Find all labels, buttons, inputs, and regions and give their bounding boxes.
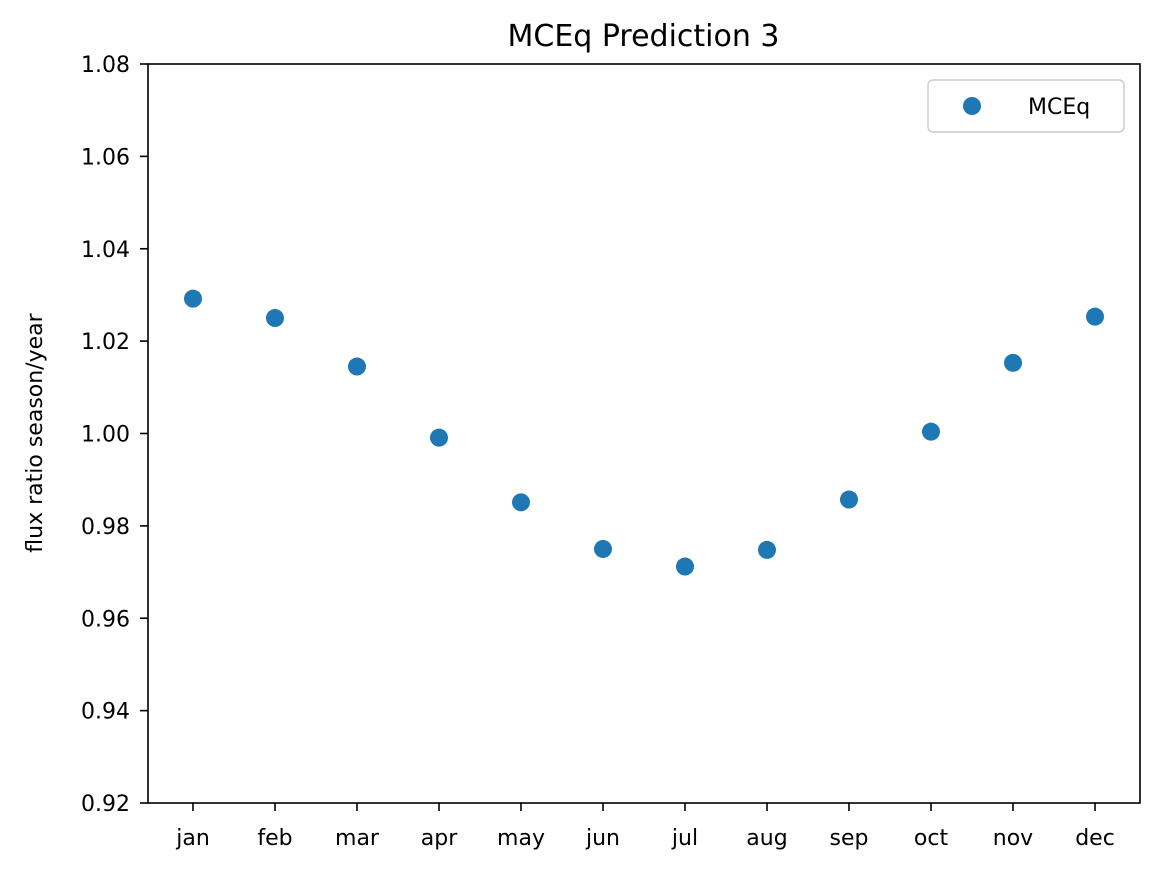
x-tick-label: may	[497, 826, 545, 851]
data-point	[758, 540, 776, 559]
y-tick-label: 0.98	[81, 515, 130, 540]
y-tick-label: 1.08	[81, 53, 130, 78]
data-point	[922, 422, 940, 441]
x-tick-label: oct	[914, 826, 949, 851]
data-point	[1086, 307, 1104, 326]
x-tick-label: dec	[1075, 826, 1115, 851]
y-tick-label: 1.06	[81, 145, 130, 170]
legend: MCEq	[927, 79, 1125, 133]
data-points	[184, 289, 1104, 576]
data-point	[512, 493, 530, 512]
y-tick-label: 0.94	[81, 700, 130, 725]
axis-ticks: 0.92 0.94 0.96 0.98 1.00 1.02 1.04 1.06 1.08 jan f…	[81, 53, 1115, 851]
data-point	[266, 309, 284, 328]
y-tick-label: 0.96	[81, 607, 130, 632]
x-tick-label: nov	[993, 826, 1033, 851]
x-tick-label: mar	[335, 826, 380, 851]
y-tick-label: 1.02	[81, 330, 130, 355]
y-tick-label: 1.04	[81, 238, 130, 263]
x-tick-label: apr	[421, 826, 458, 851]
data-point	[676, 557, 694, 576]
y-tick-label: 0.92	[81, 792, 130, 817]
x-tick-label: jun	[585, 826, 620, 851]
data-point	[1004, 353, 1022, 372]
y-tick-label: 1.00	[81, 423, 130, 448]
data-point	[594, 539, 612, 558]
x-tick-label: feb	[257, 826, 292, 851]
data-point	[430, 428, 448, 447]
chart-title: MCEq Prediction 3	[507, 19, 779, 54]
data-point	[840, 490, 858, 509]
x-tick-label: aug	[746, 826, 787, 851]
data-point	[348, 357, 366, 376]
legend-label: MCEq	[1028, 95, 1090, 120]
x-tick-label: jan	[175, 826, 210, 851]
plot-frame	[147, 63, 1141, 804]
data-point	[184, 289, 202, 308]
legend-box	[927, 79, 1125, 133]
legend-marker	[963, 97, 981, 115]
y-axis-label: flux ratio season/year	[23, 312, 48, 552]
x-tick-label: jul	[671, 826, 698, 851]
x-tick-label: sep	[830, 826, 869, 851]
